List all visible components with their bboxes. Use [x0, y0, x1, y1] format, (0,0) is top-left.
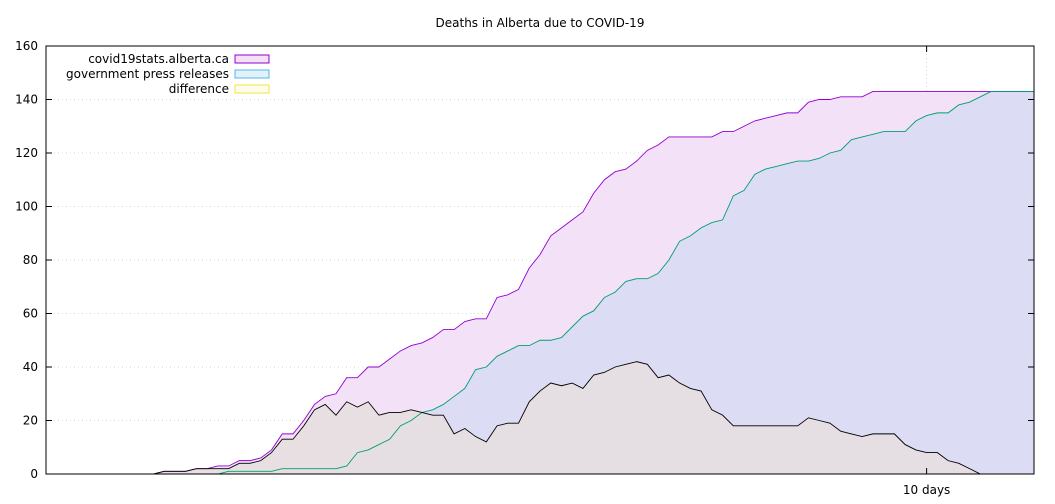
y-tick-label: 0 — [30, 467, 38, 481]
y-tick-label: 120 — [15, 146, 38, 160]
press-releases-area — [46, 91, 1034, 474]
y-tick-label: 40 — [23, 360, 38, 374]
legend-swatch — [234, 54, 270, 64]
alberta-stats-line — [46, 91, 1034, 475]
y-tick-label: 160 — [15, 39, 38, 53]
y-axis: 0 20 40 60 80 100 120 140 160 — [15, 39, 1034, 481]
y-tick-label: 80 — [23, 253, 38, 267]
y-tick-label: 140 — [15, 93, 38, 107]
legend-label: covid19stats.alberta.ca — [88, 52, 229, 66]
x-axis: 10 days — [903, 46, 950, 497]
difference-area — [46, 361, 1034, 474]
legend-swatch — [234, 69, 270, 79]
series-areas — [46, 91, 1034, 474]
legend-label: difference — [169, 82, 229, 96]
chart-title: Deaths in Alberta due to COVID-19 — [436, 16, 645, 30]
legend-label: government press releases — [66, 67, 229, 81]
y-tick-label: 60 — [23, 307, 38, 321]
y-tick-label: 20 — [23, 414, 38, 428]
legend-swatch — [234, 84, 270, 94]
x-tick-label: 10 days — [903, 483, 950, 497]
y-tick-label: 100 — [15, 200, 38, 214]
difference-line — [46, 361, 1034, 475]
